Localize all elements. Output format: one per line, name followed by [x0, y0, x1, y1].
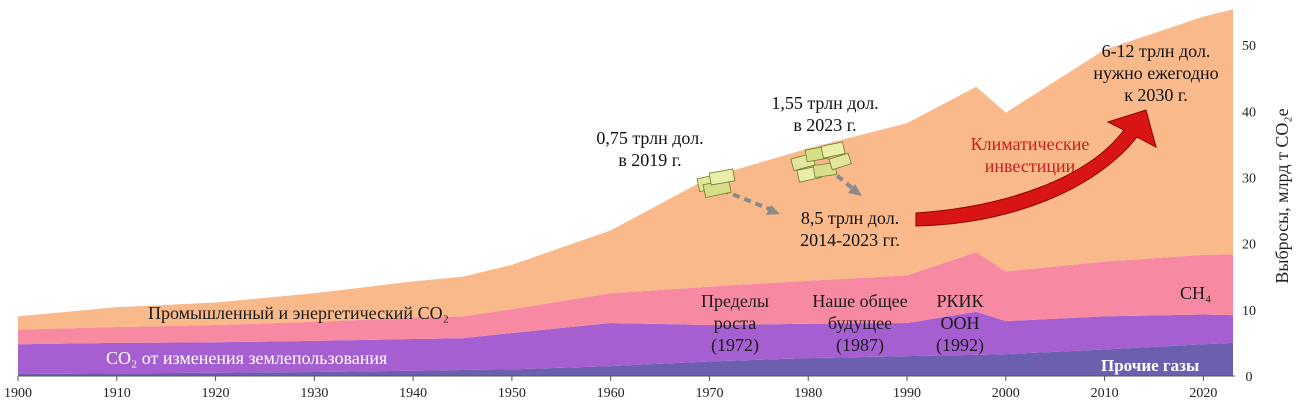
y-tick-label: 50: [1242, 39, 1256, 54]
annotation-invest-2023: 1,55 трлн дол. в 2023 г.: [755, 92, 895, 136]
x-tick-label: 2020: [1189, 386, 1217, 401]
y-axis: 0 10 20 30 40 50: [1242, 39, 1256, 385]
annotation-line: 8,5 трлн дол.: [800, 208, 900, 228]
stacked-areas: [18, 9, 1233, 376]
x-tick-label: 1910: [103, 386, 131, 401]
annotation-line: нужно ежегодно: [1093, 63, 1219, 83]
area-series-3: [18, 9, 1233, 330]
x-tick-label: 1940: [399, 386, 427, 401]
series-label-land-use-co2: CO₂ от изменения землепользования: [106, 348, 388, 368]
x-tick-label: 1960: [597, 386, 625, 401]
annotation-line: Климатические: [970, 134, 1090, 154]
annotation-line: РКИК: [936, 291, 984, 311]
series-label-industrial-co2: Промышленный и энергетический CO₂: [148, 303, 449, 323]
annotation-line: роста: [713, 313, 757, 333]
annotation-unfccc: РКИК ООН (1992): [920, 290, 1000, 356]
x-axis: 1900 1910 1920 1930 1940 1950 1960 1970 1980 1990…: [4, 375, 1235, 401]
annotation-invest-2019: 0,75 трлн дол. в 2019 г.: [594, 127, 706, 171]
x-tick-label: 1920: [202, 386, 230, 401]
x-tick-label: 1900: [4, 386, 32, 401]
money-icon-2023: [790, 141, 852, 183]
annotation-line: в 2023 г.: [793, 115, 857, 135]
annotation-invest-total: 8,5 трлн дол. 2014-2023 гг.: [780, 207, 920, 251]
annotation-line: (1972): [711, 335, 759, 355]
annotation-line: инвестиции: [984, 156, 1076, 176]
x-tick-label: 2010: [1091, 386, 1119, 401]
y-tick-label: 20: [1242, 238, 1256, 253]
annotation-our-common-future: Наше общее будущее (1987): [795, 290, 925, 356]
x-tick-label: 1950: [498, 386, 526, 401]
area-series-2: [18, 252, 1233, 345]
area-series-1: [18, 311, 1233, 375]
x-tick-label: 1970: [695, 386, 723, 401]
annotation-line: к 2030 г.: [1124, 85, 1188, 105]
annotation-line: 1,55 трлн дол.: [771, 93, 879, 113]
series-label-ch4: CH₄: [1180, 283, 1212, 303]
y-axis-label: Выбросы, млрд т CO₂e: [1272, 108, 1292, 283]
annotation-line: Пределы: [701, 291, 769, 311]
annotation-line: в 2019 г.: [618, 150, 682, 170]
area-series-0: [18, 342, 1233, 376]
x-tick-label: 1930: [300, 386, 328, 401]
annotation-line: 2014-2023 гг.: [800, 230, 900, 250]
climate-investment-arrow: [915, 109, 1157, 227]
y-tick-label: 10: [1242, 304, 1256, 319]
x-tick-label: 2000: [992, 386, 1020, 401]
y-tick-label: 0: [1246, 370, 1253, 385]
annotation-line: 0,75 трлн дол.: [596, 128, 704, 148]
annotation-line: будущее: [827, 313, 893, 333]
annotation-limits-to-growth: Пределы роста (1972): [690, 290, 780, 356]
money-icon-2019: [696, 168, 736, 199]
annotation-line: 6-12 трлн дол.: [1101, 41, 1211, 61]
y-tick-label: 40: [1242, 105, 1256, 120]
annotation-line: Наше общее: [812, 291, 908, 311]
annotation-invest-needed: 6-12 трлн дол. нужно ежегодно к 2030 г.: [1081, 40, 1231, 106]
annotation-line: (1992): [936, 335, 984, 355]
x-tick-label: 1990: [893, 386, 921, 401]
annotation-line: (1987): [836, 335, 884, 355]
annotation-climate-investment: Климатические инвестиции: [945, 133, 1115, 177]
annotation-line: ООН: [940, 313, 980, 333]
x-tick-label: 1980: [794, 386, 822, 401]
series-label-other-gases: Прочие газы: [1101, 356, 1200, 375]
y-tick-label: 30: [1242, 171, 1256, 186]
